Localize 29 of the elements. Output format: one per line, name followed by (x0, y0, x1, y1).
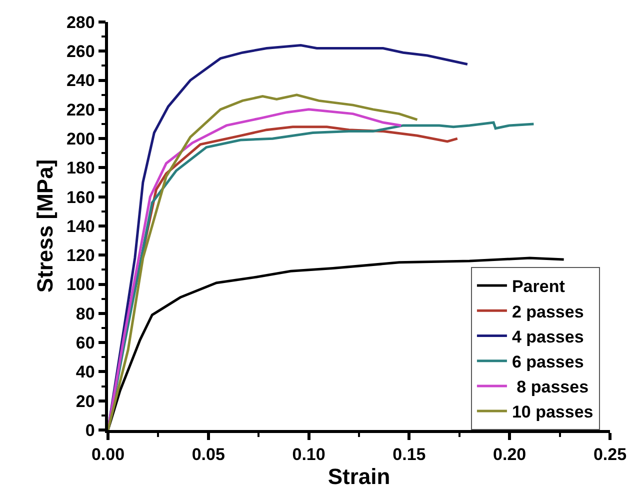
x-tick-label: 0.00 (91, 445, 125, 464)
x-tick-label: 0.05 (192, 445, 225, 464)
x-tick-label: 0.25 (593, 445, 627, 464)
y-tick-label: 60 (76, 334, 95, 353)
legend-label: 10 passes (512, 402, 594, 422)
legend-label: Parent (512, 277, 566, 296)
y-tick-label: 40 (76, 362, 95, 382)
x-tick-label: 0.20 (493, 445, 526, 464)
y-tick-label: 20 (76, 392, 95, 411)
x-tick-label: 0.10 (292, 445, 326, 464)
y-tick-label: 120 (66, 246, 95, 266)
legend-label: 4 passes (512, 327, 584, 346)
x-axis-title: Strain (328, 464, 390, 490)
legend-label: 8 passes (512, 378, 589, 397)
x-tick-label: 0.15 (392, 445, 426, 464)
y-tick-label: 180 (66, 158, 95, 178)
y-tick-label: 80 (76, 304, 95, 324)
y-tick-label: 220 (66, 100, 95, 120)
y-tick-label: 140 (66, 216, 95, 236)
y-tick-label: 240 (66, 71, 95, 90)
y-tick-label: 200 (66, 130, 95, 149)
legend-label: 2 passes (512, 302, 584, 322)
y-tick-label: 0 (85, 420, 95, 440)
y-tick-label: 260 (66, 42, 95, 62)
y-tick-label: 160 (66, 188, 95, 207)
legend-label: 6 passes (512, 352, 584, 372)
y-tick-label: 100 (66, 275, 95, 294)
y-tick-label: 280 (66, 12, 95, 32)
y-axis-title: Stress [MPa] (32, 159, 58, 293)
